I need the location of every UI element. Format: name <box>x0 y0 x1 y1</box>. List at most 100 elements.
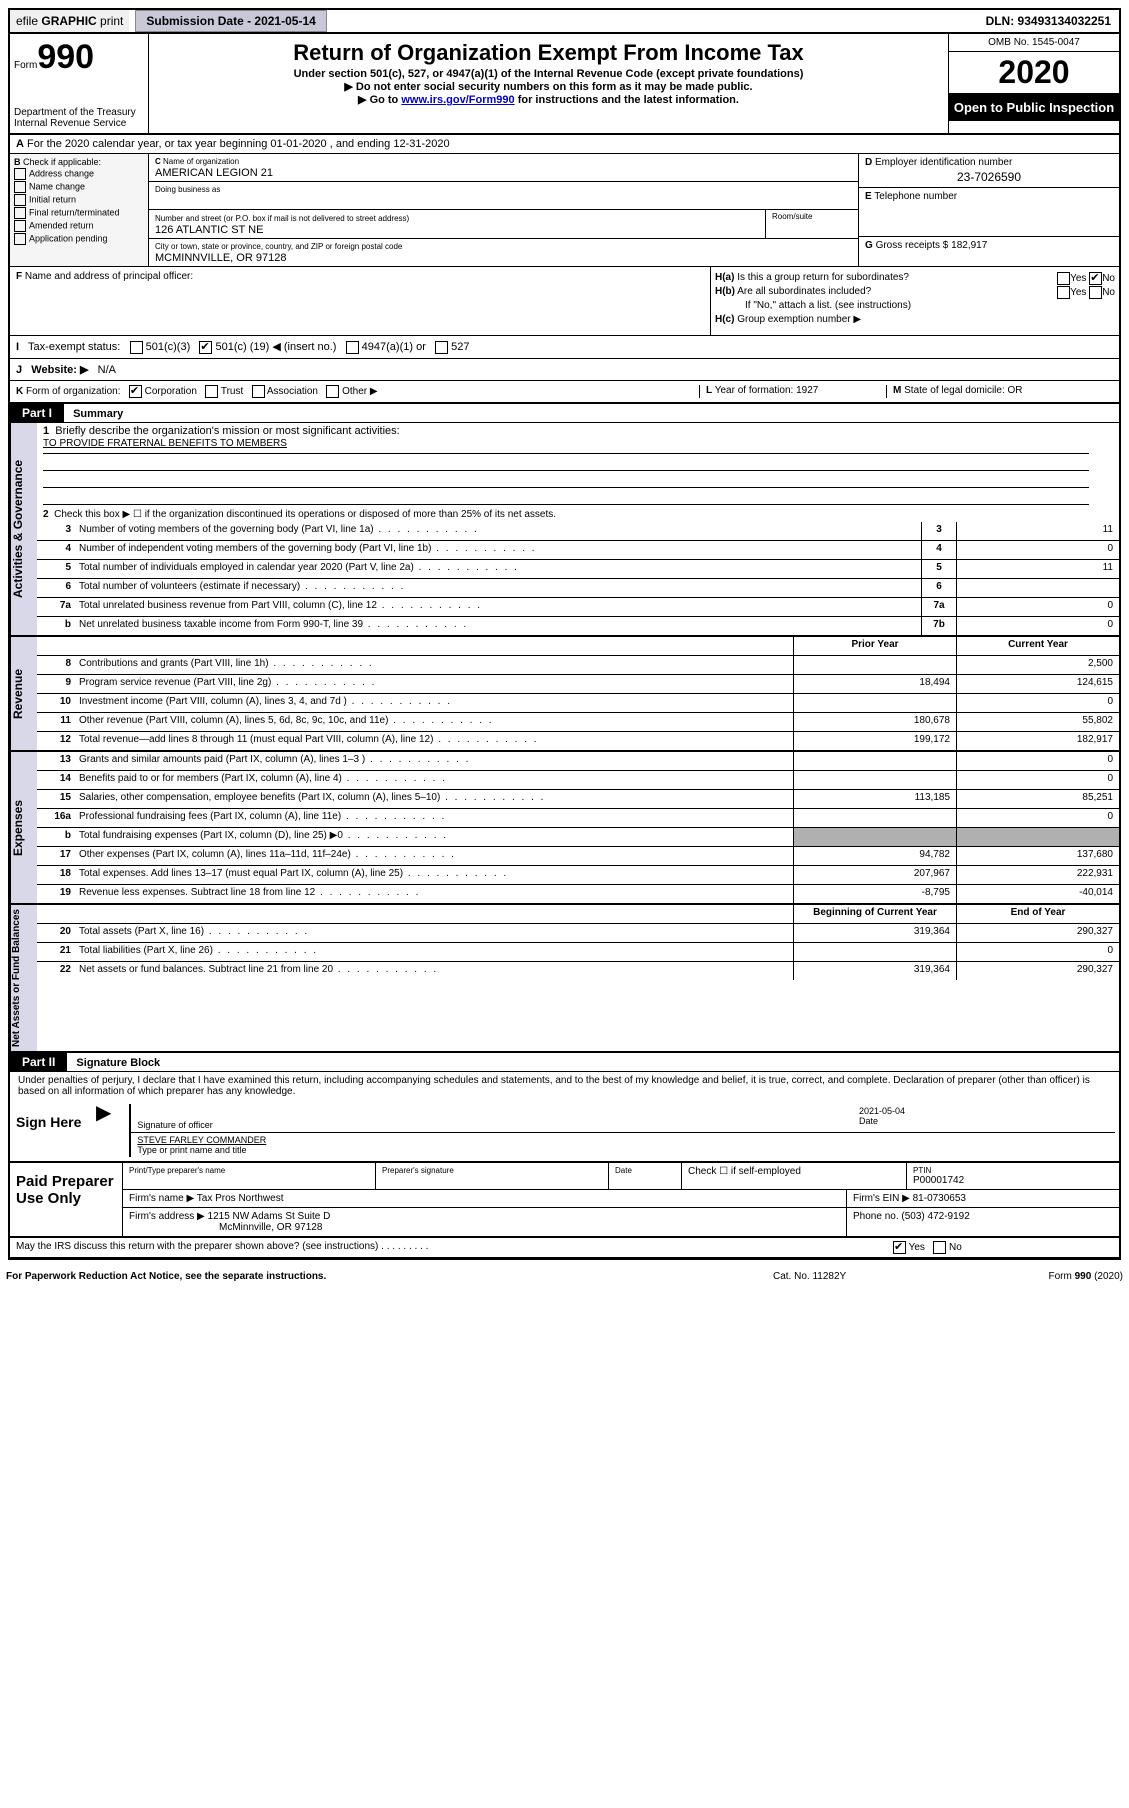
chk-name-change[interactable]: Name change <box>14 181 144 193</box>
phone-cell: E Telephone number <box>859 188 1119 237</box>
chk-501c3[interactable] <box>130 341 143 354</box>
suite-cell: Room/suite <box>766 210 858 238</box>
chk-4947[interactable] <box>346 341 359 354</box>
table-row: 6 Total number of volunteers (estimate i… <box>37 579 1119 598</box>
hb-no[interactable] <box>1089 286 1102 299</box>
q2-line: 2 Check this box ▶ ☐ if the organization… <box>37 507 1119 522</box>
street-address: 126 ATLANTIC ST NE <box>155 224 263 236</box>
dln-label: DLN: 93493134032251 <box>978 10 1119 32</box>
table-row: 17 Other expenses (Part IX, column (A), … <box>37 847 1119 866</box>
mission-block: 1 Briefly describe the organization's mi… <box>37 423 1119 507</box>
hb-yes[interactable] <box>1057 286 1070 299</box>
chk-corp[interactable] <box>129 385 142 398</box>
part2-badge: Part II <box>10 1053 67 1071</box>
tax-status-label: Tax-exempt status: <box>28 341 120 353</box>
hb-note: If "No," attach a list. (see instruction… <box>715 300 1115 311</box>
part1-header-row: Part I Summary <box>10 404 1119 423</box>
sig-officer-label: Signature of officer <box>137 1120 212 1130</box>
tax-period: For the 2020 calendar year, or tax year … <box>27 138 450 150</box>
governance-table: Activities & Governance 1 Briefly descri… <box>10 423 1119 637</box>
chk-initial-return[interactable]: Initial return <box>14 194 144 206</box>
street-cell: Number and street (or P.O. box if mail i… <box>149 210 766 238</box>
omb-number: OMB No. 1545-0047 <box>949 34 1119 52</box>
table-row: 11 Other revenue (Part VIII, column (A),… <box>37 713 1119 732</box>
org-name: AMERICAN LEGION 21 <box>155 167 273 179</box>
submission-date-button[interactable]: Submission Date - 2021-05-14 <box>135 10 326 32</box>
discuss-yes[interactable] <box>893 1241 906 1254</box>
section-bcd: B Check if applicable: Address change Na… <box>10 154 1119 267</box>
table-row: 7a Total unrelated business revenue from… <box>37 598 1119 617</box>
open-public-badge: Open to Public Inspection <box>949 94 1119 121</box>
irs-link[interactable]: www.irs.gov/Form990 <box>401 94 514 106</box>
table-row: 12 Total revenue—add lines 8 through 11 … <box>37 732 1119 750</box>
chk-amended[interactable]: Amended return <box>14 220 144 232</box>
part1-title: Summary <box>67 406 129 422</box>
rev-header: Prior Year Current Year <box>37 637 1119 656</box>
h-b: H(b) Are all subordinates included? Yes … <box>715 286 1115 297</box>
ha-no[interactable] <box>1089 272 1102 285</box>
goto-post: for instructions and the latest informat… <box>515 94 739 106</box>
h-c: H(c) Group exemption number ▶ <box>715 314 1115 325</box>
mission-text: TO PROVIDE FRATERNAL BENEFITS TO MEMBERS <box>43 437 1089 454</box>
chk-trust[interactable] <box>205 385 218 398</box>
paid-preparer-label: Paid Preparer Use Only <box>10 1163 122 1236</box>
table-row: 20 Total assets (Part X, line 16) 319,36… <box>37 924 1119 943</box>
chk-other[interactable] <box>326 385 339 398</box>
chk-final-return[interactable]: Final return/terminated <box>14 207 144 219</box>
chk-address-change[interactable]: Address change <box>14 168 144 180</box>
prep-row-2: Firm's name ▶ Tax Pros Northwest Firm's … <box>122 1190 1119 1208</box>
sign-here-label: Sign Here <box>10 1100 92 1161</box>
prep-row-1: Print/Type preparer's name Preparer's si… <box>122 1163 1119 1190</box>
subtitle-2: Do not enter social security numbers on … <box>155 80 942 93</box>
form-number: Form990 <box>14 38 144 77</box>
website-value: N/A <box>98 364 116 376</box>
row-k-org-form: K Form of organization: Corporation Trus… <box>10 381 1119 404</box>
part1-badge: Part I <box>10 404 64 422</box>
current-year-hdr: Current Year <box>956 637 1119 655</box>
chk-app-pending[interactable]: Application pending <box>14 233 144 245</box>
city-label: City or town, state or province, country… <box>155 242 402 251</box>
prep-ptin-cell: PTINP00001742 <box>906 1163 1119 1189</box>
declaration-text: Under penalties of perjury, I declare th… <box>10 1072 1119 1100</box>
col-c-org-info: C Name of organization AMERICAN LEGION 2… <box>149 154 859 266</box>
cat-number: Cat. No. 11282Y <box>773 1271 973 1282</box>
principal-officer: F Name and address of principal officer: <box>10 267 711 335</box>
table-row: b Net unrelated business taxable income … <box>37 617 1119 635</box>
chk-assoc[interactable] <box>252 385 265 398</box>
gross-cell: G Gross receipts $ 182,917 <box>859 237 1119 254</box>
q1-label: Briefly describe the organization's miss… <box>55 425 399 437</box>
side-revenue: Revenue <box>10 637 37 750</box>
state-domicile: M State of legal domicile: OR <box>886 385 1113 398</box>
chk-501c[interactable] <box>199 341 212 354</box>
firm-addr-cell: Firm's address ▶ 1215 NW Adams St Suite … <box>122 1208 846 1236</box>
type-name-label: Type or print name and title <box>137 1145 246 1155</box>
efile-print[interactable]: print <box>100 14 123 28</box>
row-i-tax-status: I Tax-exempt status: 501(c)(3) 501(c) (1… <box>10 336 1119 359</box>
table-row: 9 Program service revenue (Part VIII, li… <box>37 675 1119 694</box>
table-row: 4 Number of independent voting members o… <box>37 541 1119 560</box>
tax-year: 2020 <box>949 52 1119 94</box>
form-990: 990 <box>37 38 94 76</box>
side-governance: Activities & Governance <box>10 423 37 635</box>
side-netassets: Net Assets or Fund Balances <box>10 905 37 1051</box>
officer-label: Name and address of principal officer: <box>25 271 193 282</box>
table-row: 14 Benefits paid to or for members (Part… <box>37 771 1119 790</box>
table-row: 3 Number of voting members of the govern… <box>37 522 1119 541</box>
table-row: 8 Contributions and grants (Part VIII, l… <box>37 656 1119 675</box>
sig-date-value: 2021-05-04 <box>859 1106 905 1116</box>
discuss-row: May the IRS discuss this return with the… <box>10 1238 1119 1258</box>
form-label: Form <box>14 60 37 71</box>
website-label: Website: ▶ <box>31 364 88 376</box>
row-j-website: J Website: ▶ N/A <box>10 359 1119 381</box>
paperwork-notice: For Paperwork Reduction Act Notice, see … <box>6 1271 773 1282</box>
form-title: Return of Organization Exempt From Incom… <box>155 40 942 66</box>
firm-phone-cell: Phone no. (503) 472-9192 <box>846 1208 1119 1236</box>
ha-yes[interactable] <box>1057 272 1070 285</box>
table-row: 10 Investment income (Part VIII, column … <box>37 694 1119 713</box>
preparer-section: Paid Preparer Use Only Print/Type prepar… <box>10 1163 1119 1238</box>
discuss-no[interactable] <box>933 1241 946 1254</box>
table-row: 13 Grants and similar amounts paid (Part… <box>37 752 1119 771</box>
ein-cell: D Employer identification number 23-7026… <box>859 154 1119 188</box>
chk-527[interactable] <box>435 341 448 354</box>
prep-sig-cell: Preparer's signature <box>375 1163 608 1189</box>
